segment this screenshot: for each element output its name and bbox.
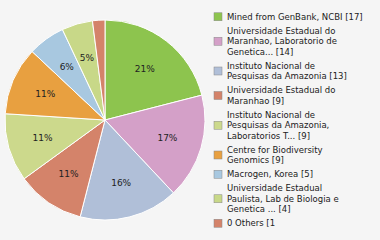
chart: 21% 17% 16% 11% 11% 11% 6% 5% Mined from GenBank… [0, 0, 380, 240]
data-label: 11% [35, 89, 55, 99]
legend-entry: Centre for BiodiversityGenomics [9] [227, 145, 323, 166]
legend-swatch [214, 170, 222, 178]
legend-entry: Universidade Estadual doMaranhao, Labora… [227, 26, 337, 57]
slice [92, 20, 105, 120]
data-label: 11% [58, 169, 78, 179]
data-label: 11% [33, 133, 53, 143]
legend-entry: Universidade Estadual doMaranhao [9] [227, 85, 335, 106]
legend-swatch [214, 219, 222, 227]
legend-entry: Instituto Nacional dePesquisas da Amazon… [227, 61, 347, 82]
legend-swatch [214, 121, 222, 129]
legend-entry: Macrogen, Korea [5] [227, 169, 313, 179]
legend-swatch [214, 13, 222, 21]
data-label: 5% [80, 53, 95, 63]
legend-entry: Instituto Nacional dePesquisas da Amazon… [227, 110, 329, 141]
pie [5, 20, 205, 220]
legend-entry: 0 Others [1 [227, 218, 275, 228]
legend-entry: Universidade EstadualPaulista, Lab de Bi… [227, 183, 339, 214]
legend-swatch [214, 37, 222, 45]
slice [5, 114, 105, 179]
legend-swatch [214, 195, 222, 203]
data-label: 16% [111, 178, 131, 188]
legend-swatch [214, 151, 222, 159]
legend: Mined from GenBank, NCBI [17] Universidad… [214, 12, 363, 229]
legend-swatch [214, 92, 222, 100]
data-label: 17% [157, 133, 177, 143]
data-label: 6% [60, 62, 75, 72]
legend-entry: Mined from GenBank, NCBI [17] [227, 12, 363, 22]
data-label: 21% [135, 64, 155, 74]
background [0, 0, 380, 240]
legend-swatch [214, 67, 222, 75]
